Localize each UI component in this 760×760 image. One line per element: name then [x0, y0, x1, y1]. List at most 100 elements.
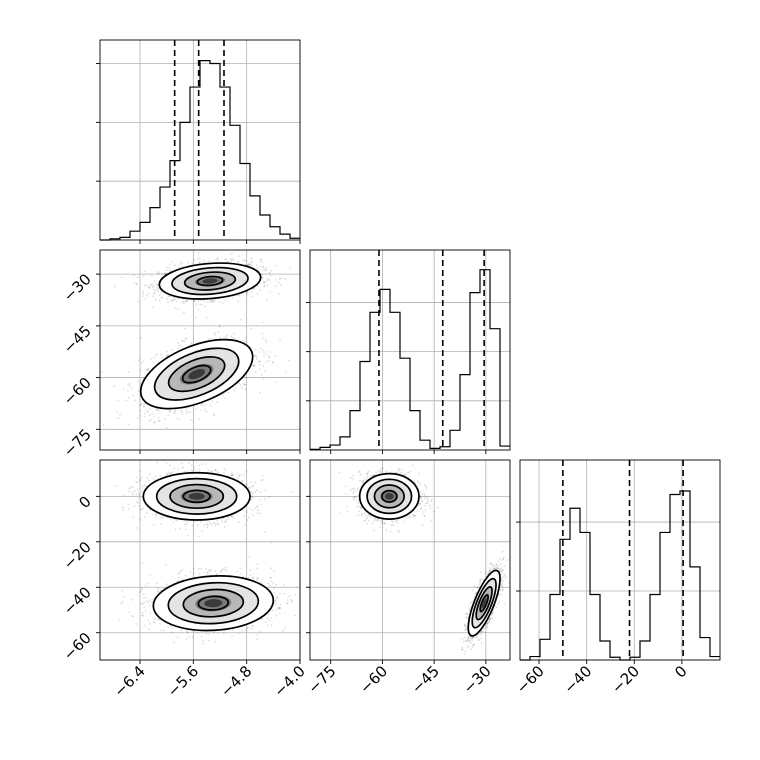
sample-point	[181, 265, 184, 268]
sample-point	[250, 495, 253, 498]
sample-point	[140, 403, 143, 405]
sample-point	[182, 302, 185, 304]
sample-point	[177, 468, 179, 470]
sample-point	[155, 407, 158, 410]
sample-point	[281, 277, 284, 280]
sample-point	[231, 258, 234, 260]
sample-point	[244, 341, 247, 343]
sample-point	[138, 496, 140, 499]
sample-point	[133, 282, 135, 284]
sample-point	[268, 357, 271, 359]
sample-point	[165, 269, 168, 272]
sample-point	[229, 258, 232, 261]
sample-point	[268, 272, 271, 275]
sample-point	[154, 280, 156, 283]
sample-point	[135, 283, 138, 286]
sample-point	[139, 478, 141, 481]
sample-point	[263, 284, 266, 287]
sample-point	[262, 265, 265, 268]
sample-point	[200, 463, 203, 465]
sample-point	[156, 352, 159, 355]
sample-point	[167, 471, 170, 474]
sample-point	[255, 358, 258, 360]
sample-point	[166, 427, 169, 430]
sample-point	[247, 486, 250, 489]
sample-point	[243, 509, 246, 512]
sample-point	[256, 267, 258, 269]
sample-point	[178, 418, 181, 421]
sample-point	[247, 516, 250, 519]
sample-point	[207, 523, 209, 526]
sample-point	[158, 272, 160, 275]
density-contour	[181, 364, 212, 384]
sample-point	[191, 262, 194, 264]
sample-point	[197, 535, 200, 538]
sample-point	[156, 408, 159, 411]
sample-point	[254, 507, 256, 510]
y-tick-label: −75	[60, 425, 95, 460]
sample-point	[240, 318, 243, 321]
sample-point	[265, 360, 268, 363]
sample-point	[223, 472, 225, 475]
sample-point	[181, 411, 184, 413]
sample-point	[250, 498, 253, 501]
sample-point	[142, 292, 144, 295]
sample-point	[160, 516, 163, 518]
sample-point	[154, 289, 157, 292]
sample-point	[166, 473, 169, 475]
sample-point	[154, 421, 157, 424]
sample-point	[264, 489, 267, 492]
sample-point	[184, 528, 187, 531]
sample-point	[212, 300, 215, 303]
sample-point	[279, 338, 281, 341]
sample-point	[113, 385, 116, 388]
sample-point	[259, 258, 262, 261]
sample-point	[135, 481, 138, 484]
sample-point	[214, 525, 217, 527]
sample-point	[186, 534, 189, 537]
sample-point	[143, 403, 145, 406]
axes-frame	[99, 249, 301, 451]
sample-point	[278, 278, 281, 280]
sample-point	[213, 332, 216, 334]
sample-point	[156, 272, 159, 275]
sample-point	[261, 269, 264, 271]
sample-point	[278, 292, 280, 295]
sample-point	[127, 389, 129, 392]
sample-point	[210, 524, 213, 526]
sample-point	[244, 383, 247, 386]
sample-point	[184, 408, 187, 411]
sample-point	[266, 284, 269, 287]
sample-point	[224, 258, 226, 260]
density-contour	[167, 356, 226, 393]
sample-point	[193, 300, 196, 302]
sample-point	[270, 580, 273, 583]
sample-point	[148, 287, 151, 289]
sample-point	[198, 257, 201, 259]
sample-point	[181, 262, 184, 265]
sample-point	[214, 469, 217, 471]
sample-point	[268, 496, 271, 499]
sample-point	[265, 352, 268, 355]
sample-point	[176, 308, 179, 310]
sample-point	[133, 505, 136, 508]
sample-point	[260, 373, 263, 376]
sample-point	[209, 522, 212, 524]
sample-point	[180, 462, 183, 465]
sample-point	[167, 295, 170, 298]
sample-point	[256, 284, 259, 287]
sample-point	[201, 403, 204, 405]
sample-point	[144, 415, 147, 418]
sample-point	[140, 508, 142, 511]
sample-point	[140, 362, 143, 364]
sample-point	[139, 479, 142, 482]
sample-point	[223, 526, 226, 528]
sample-point	[213, 414, 215, 417]
density-contour	[153, 347, 240, 401]
sample-point	[146, 285, 149, 287]
sample-point	[168, 267, 171, 270]
sample-point	[158, 409, 161, 412]
sample-point	[245, 519, 248, 522]
sample-point	[251, 509, 254, 512]
